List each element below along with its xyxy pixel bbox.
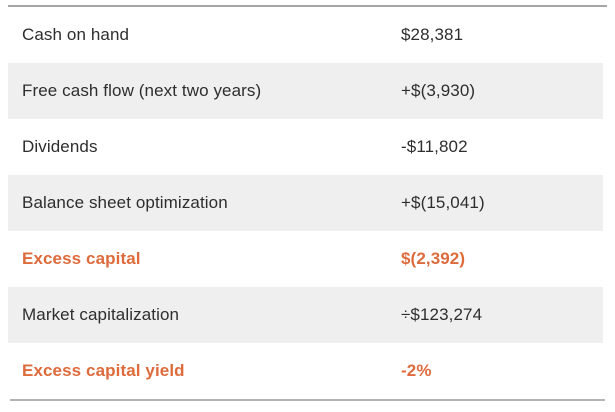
table-bottom-rule (10, 399, 605, 401)
table-top-rule (8, 5, 607, 7)
row-label: Excess capital (22, 248, 141, 268)
row-value: +$(15,041) (401, 192, 485, 212)
row-label: Excess capital yield (22, 360, 185, 380)
row-label: Market capitalization (22, 304, 180, 324)
row-value: +$(3,930) (401, 80, 476, 100)
row-label: Dividends (22, 136, 98, 156)
table-row-excess-capital: Excess capital $(2,392) (8, 231, 603, 287)
row-value: -$11,802 (401, 136, 468, 156)
table-row-excess-capital-yield: Excess capital yield -2% (8, 343, 603, 399)
row-value: $28,381 (401, 24, 464, 44)
table-row-free-cash-flow: Free cash flow (next two years) +$(3,930… (8, 63, 603, 119)
table-row-dividends: Dividends -$11,802 (8, 119, 603, 175)
row-label: Free cash flow (next two years) (22, 80, 262, 100)
excess-capital-table: Cash on hand $28,381 Free cash flow (nex… (8, 5, 607, 401)
row-value: $(2,392) (401, 248, 466, 268)
row-label: Cash on hand (22, 24, 130, 44)
row-value: -2% (401, 360, 432, 380)
row-value: ÷$123,274 (401, 304, 483, 324)
table-rows: Cash on hand $28,381 Free cash flow (nex… (8, 7, 603, 399)
table-row-market-capitalization: Market capitalization ÷$123,274 (8, 287, 603, 343)
row-label: Balance sheet optimization (22, 192, 228, 212)
table-row-balance-sheet-optimization: Balance sheet optimization +$(15,041) (8, 175, 603, 231)
table-row-cash-on-hand: Cash on hand $28,381 (8, 7, 603, 63)
